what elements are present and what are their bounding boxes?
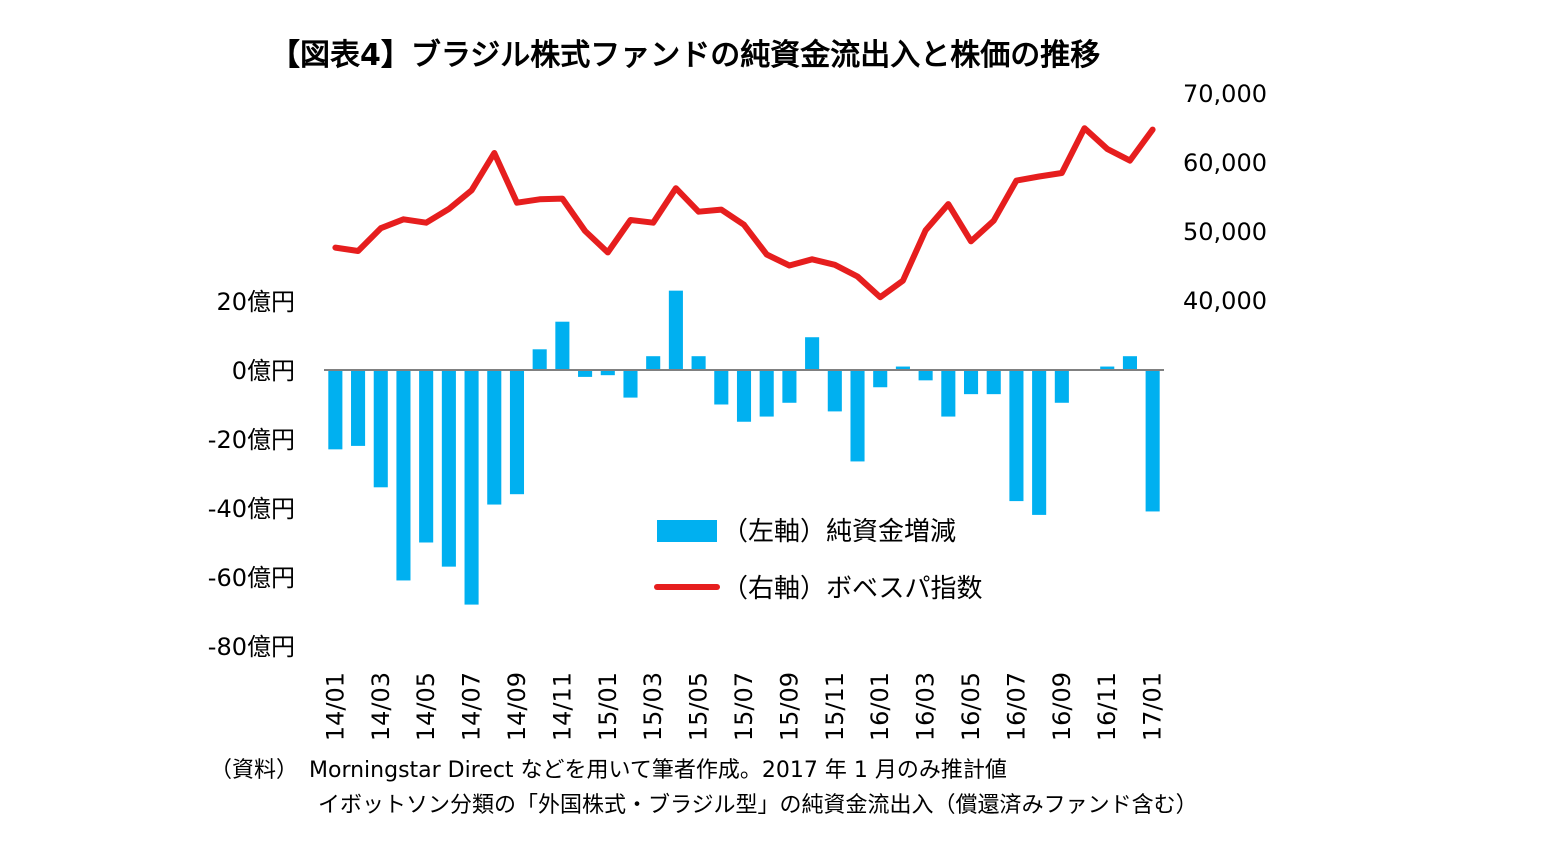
bar-14/12: [578, 370, 593, 377]
bar-15/03: [646, 356, 661, 370]
x-tick-label: 14/07: [458, 672, 486, 741]
bar-14/06: [441, 370, 456, 567]
bar-14/03: [373, 370, 388, 488]
x-tick-label: 15/11: [821, 672, 849, 741]
right-tick-label: 60,000: [1183, 149, 1267, 177]
bar-17/01: [1145, 370, 1160, 512]
x-tick-label: 15/01: [594, 672, 622, 741]
bar-14/02: [351, 370, 366, 446]
bar-16/06: [986, 370, 1001, 395]
bar-14/01: [328, 370, 343, 450]
bar-16/04: [941, 370, 956, 417]
classification-note: イボットソン分類の「外国株式・ブラジル型」の純資金流出入（償還済みファンド含む）: [318, 793, 1198, 818]
left-tick-label: 0億円: [232, 357, 295, 385]
right-tick-label: 40,000: [1183, 287, 1267, 315]
left-tick-label: 20億円: [216, 288, 295, 316]
x-tick-label: 14/01: [321, 672, 349, 741]
bar-15/10: [805, 337, 820, 370]
bar-15/11: [827, 370, 842, 412]
bar-15/12: [850, 370, 865, 462]
x-tick-label: 16/05: [957, 672, 985, 741]
bar-14/10: [532, 349, 547, 370]
x-tick-label: 15/09: [775, 672, 803, 741]
left-tick-label: -20億円: [208, 426, 295, 454]
right-tick-label: 50,000: [1183, 218, 1267, 246]
right-tick-label: 70,000: [1183, 80, 1267, 108]
left-axis-ticks: 20億円 0億円 -20億円 -40億円 -60億円 -80億円: [208, 288, 295, 661]
legend-bar-label: （左軸）純資金増減: [722, 517, 956, 547]
x-axis-ticks: 14/01 14/03 14/05 14/07 14/09 14/11 15/01 15/03…: [321, 672, 1166, 741]
bar-15/06: [714, 370, 729, 405]
bar-series: [328, 290, 1160, 605]
legend-line-label: （右軸）ボベスパ指数: [722, 574, 983, 604]
x-tick-label: 16/09: [1048, 672, 1076, 741]
chart-title: 【図表4】ブラジル株式ファンドの純資金流出入と株価の推移: [270, 38, 1101, 73]
x-tick-label: 16/01: [866, 672, 894, 741]
x-tick-label: 17/01: [1139, 672, 1167, 741]
bar-14/07: [464, 370, 479, 605]
left-tick-label: -40億円: [208, 495, 295, 523]
bar-16/09: [1054, 370, 1069, 403]
legend-bar-swatch: [657, 520, 717, 542]
bar-16/02: [895, 366, 910, 370]
bar-16/11: [1100, 366, 1115, 370]
bar-16/12: [1122, 356, 1137, 370]
bar-15/07: [736, 370, 752, 422]
bar-15/01: [600, 370, 615, 376]
left-tick-label: -60億円: [208, 564, 295, 592]
x-tick-label: 16/07: [1002, 672, 1030, 741]
left-tick-label: -80億円: [208, 633, 295, 661]
bar-15/02: [623, 370, 638, 398]
x-tick-label: 15/07: [730, 672, 758, 741]
bar-16/07: [1009, 370, 1024, 502]
bar-14/05: [419, 370, 434, 543]
index-line: [332, 125, 1156, 301]
source-note: （資料） Morningstar Direct などを用いて筆者作成。2017 …: [210, 758, 1007, 783]
bar-14/09: [509, 370, 525, 495]
x-tick-label: 15/05: [685, 672, 713, 741]
bar-15/09: [782, 370, 797, 403]
legend: （左軸）純資金増減 （右軸）ボベスパ指数: [654, 517, 983, 604]
bar-16/01: [873, 370, 888, 388]
bar-16/08: [1032, 370, 1047, 515]
bar-15/08: [759, 370, 774, 417]
x-tick-label: 16/11: [1093, 672, 1121, 741]
bar-15/04: [668, 290, 683, 370]
x-tick-label: 14/09: [503, 672, 531, 741]
x-tick-label: 14/03: [367, 672, 395, 741]
bar-15/05: [691, 356, 706, 370]
x-tick-label: 14/05: [412, 672, 440, 741]
bar-16/03: [918, 370, 933, 381]
bar-16/05: [963, 370, 979, 395]
bar-14/11: [555, 321, 570, 370]
bar-14/04: [396, 370, 411, 581]
x-tick-label: 16/03: [912, 672, 940, 741]
x-tick-label: 14/11: [548, 672, 576, 741]
x-tick-label: 15/03: [639, 672, 667, 741]
right-axis-ticks: 70,000 60,000 50,000 40,000: [1183, 80, 1267, 315]
bar-14/08: [487, 370, 502, 505]
